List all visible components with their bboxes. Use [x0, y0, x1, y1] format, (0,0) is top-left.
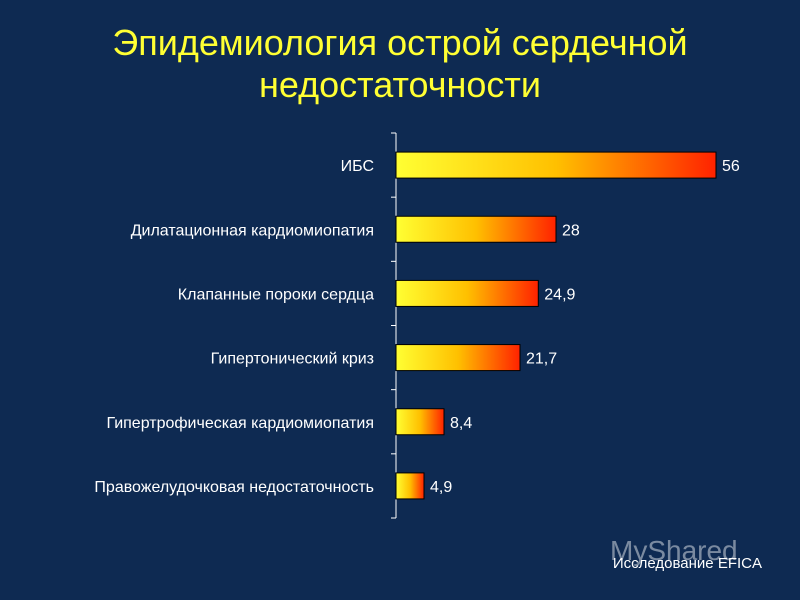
- bar: [395, 151, 717, 179]
- bar: [395, 472, 425, 500]
- category-label: Правожелудочковая недостаточность: [94, 479, 374, 496]
- value-label: 4,9: [430, 479, 452, 496]
- value-label: 28: [562, 222, 580, 239]
- bar: [395, 344, 521, 372]
- bar: [395, 215, 557, 243]
- category-label: Гипертрофическая кардиомиопатия: [106, 415, 374, 432]
- category-label: Клапанные пороки сердца: [178, 286, 374, 303]
- value-label: 56: [722, 158, 740, 175]
- value-label: 8,4: [450, 415, 472, 432]
- category-label: Гипертонический криз: [211, 351, 374, 368]
- value-label: 21,7: [526, 351, 557, 368]
- watermark-logo: MyShared: [610, 535, 738, 566]
- slide-title: Эпидемиология острой сердечной недостато…: [112, 22, 688, 105]
- category-label: ИБС: [341, 158, 374, 175]
- source-note: Исследование EFICA: [612, 555, 762, 572]
- bar: [395, 279, 539, 307]
- bar: [395, 408, 445, 436]
- category-label: Дилатационная кардиомиопатия: [131, 222, 374, 239]
- value-label: 24,9: [544, 286, 575, 303]
